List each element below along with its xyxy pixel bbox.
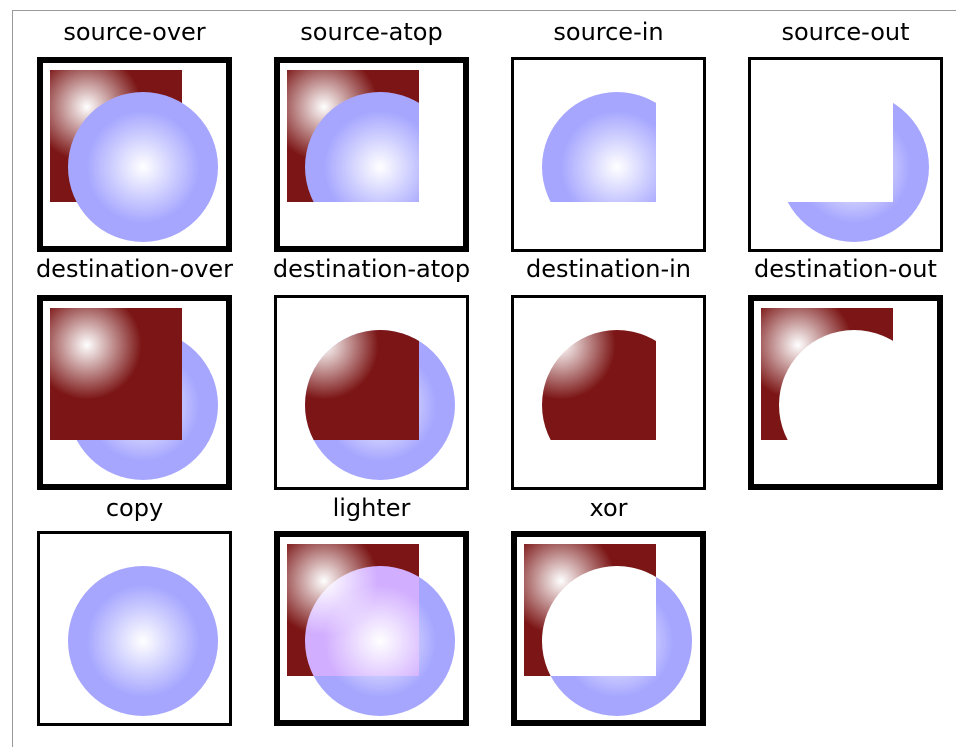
source-circle — [542, 92, 656, 202]
panel-canvas — [748, 57, 943, 252]
panel-label: source-in — [553, 18, 663, 46]
panel-label: source-atop — [300, 18, 442, 46]
panel-canvas — [748, 295, 943, 490]
canvas-border — [511, 295, 706, 490]
panel-label: source-out — [781, 18, 909, 46]
panel-canvas — [511, 57, 706, 252]
canvas-border — [511, 57, 706, 252]
panel-label: destination-atop — [273, 255, 470, 283]
panel-canvas — [37, 531, 232, 726]
canvas-border — [274, 295, 469, 490]
panel-label: lighter — [333, 494, 411, 522]
panel-canvas — [274, 295, 469, 490]
canvas-border — [511, 531, 706, 726]
panel-canvas — [37, 57, 232, 252]
panel-label: source-over — [63, 18, 205, 46]
destination-square — [761, 308, 893, 440]
source-circle — [305, 92, 419, 202]
source-circle — [68, 566, 218, 716]
canvas-border — [274, 57, 469, 252]
panel-canvas — [511, 531, 706, 726]
panel-label: xor — [589, 494, 627, 522]
panel-label: destination-over — [36, 255, 233, 283]
destination-square — [50, 308, 182, 440]
canvas-border — [37, 295, 232, 490]
canvas-border — [37, 531, 232, 726]
canvas-border — [748, 295, 943, 490]
outer-frame — [12, 10, 956, 747]
source-circle — [68, 92, 218, 242]
panel-label: destination-in — [526, 255, 691, 283]
source-circle — [542, 566, 692, 716]
canvas-border — [37, 57, 232, 252]
panel-canvas — [274, 531, 469, 726]
panel-canvas — [274, 57, 469, 252]
source-circle — [305, 566, 419, 676]
panel-label: destination-out — [754, 255, 937, 283]
canvas-border — [748, 57, 943, 252]
panel-label: copy — [106, 494, 163, 522]
source-circle — [779, 92, 929, 242]
canvas-border — [274, 531, 469, 726]
panel-canvas — [37, 295, 232, 490]
panel-canvas — [511, 295, 706, 490]
